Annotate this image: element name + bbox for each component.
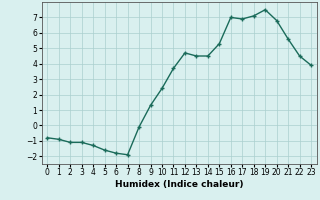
- X-axis label: Humidex (Indice chaleur): Humidex (Indice chaleur): [115, 180, 244, 189]
